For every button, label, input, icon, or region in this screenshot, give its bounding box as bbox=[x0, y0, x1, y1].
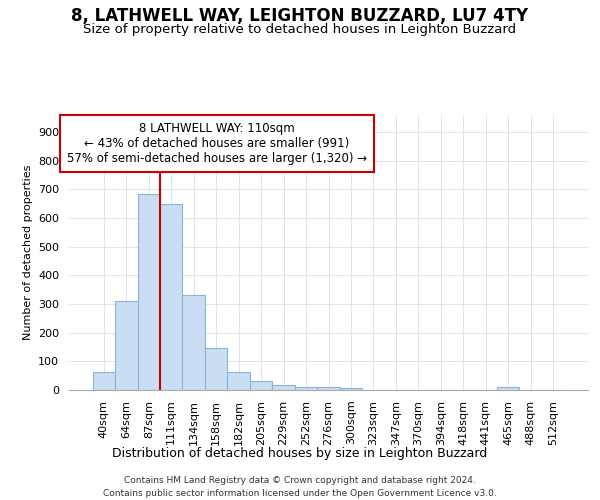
Bar bbox=[182, 296, 205, 390]
Bar bbox=[137, 194, 160, 390]
Y-axis label: Number of detached properties: Number of detached properties bbox=[23, 165, 32, 340]
Text: Contains public sector information licensed under the Open Government Licence v3: Contains public sector information licen… bbox=[103, 489, 497, 498]
Bar bbox=[92, 372, 115, 390]
Bar bbox=[160, 204, 182, 390]
Bar bbox=[295, 387, 317, 390]
Bar bbox=[497, 386, 520, 390]
Text: Distribution of detached houses by size in Leighton Buzzard: Distribution of detached houses by size … bbox=[112, 448, 488, 460]
Text: 8 LATHWELL WAY: 110sqm
← 43% of detached houses are smaller (991)
57% of semi-de: 8 LATHWELL WAY: 110sqm ← 43% of detached… bbox=[67, 122, 367, 165]
Bar bbox=[115, 301, 137, 390]
Bar bbox=[250, 382, 272, 390]
Bar bbox=[340, 388, 362, 390]
Bar bbox=[227, 372, 250, 390]
Bar bbox=[317, 387, 340, 390]
Bar bbox=[272, 385, 295, 390]
Text: 8, LATHWELL WAY, LEIGHTON BUZZARD, LU7 4TY: 8, LATHWELL WAY, LEIGHTON BUZZARD, LU7 4… bbox=[71, 8, 529, 26]
Bar bbox=[205, 348, 227, 390]
Text: Size of property relative to detached houses in Leighton Buzzard: Size of property relative to detached ho… bbox=[83, 22, 517, 36]
Text: Contains HM Land Registry data © Crown copyright and database right 2024.: Contains HM Land Registry data © Crown c… bbox=[124, 476, 476, 485]
